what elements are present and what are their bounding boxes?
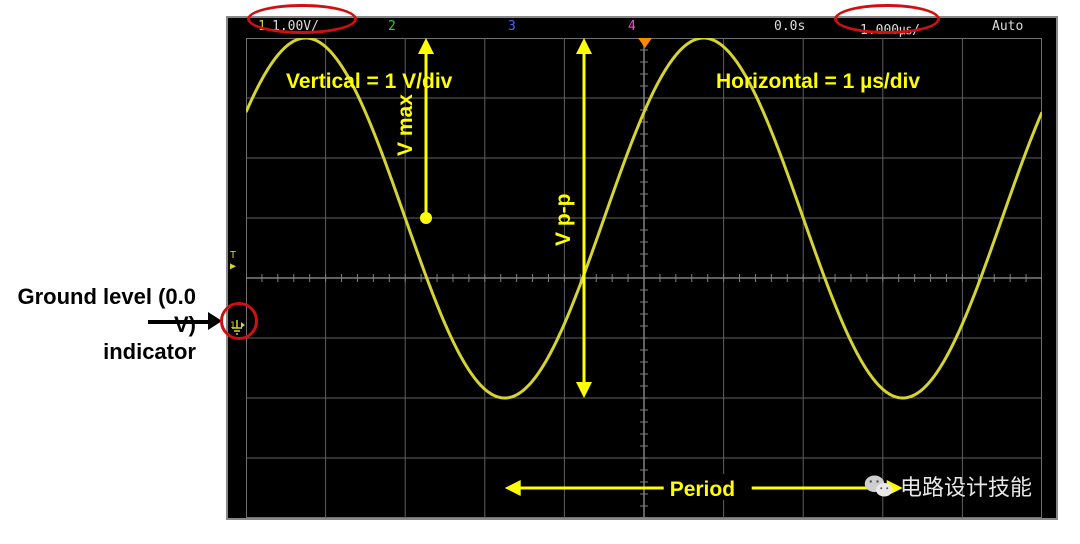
ground-label-arrow [148, 320, 208, 324]
svg-text:Period: Period [670, 478, 735, 501]
ground-level-label: Ground level (0.0 V) indicator [0, 283, 196, 366]
status-mode: Auto [992, 19, 1023, 34]
trigger-time-indicator [638, 38, 652, 48]
oscilloscope-frame: 1 1.00V/ 2 3 4 0.0s 1.000㎲/ Auto Vertica… [226, 16, 1058, 520]
status-ch1-num: 1 [258, 19, 266, 34]
status-ch4-num: 4 [628, 19, 636, 34]
svg-text:V p-p: V p-p [552, 194, 575, 247]
status-time-pos: 0.0s [774, 19, 805, 34]
wechat-icon [864, 473, 894, 499]
status-ch1-val: 1.00V/ [272, 19, 319, 34]
ground-indicator-icon: 1 [228, 318, 246, 338]
svg-text:1: 1 [230, 321, 235, 331]
watermark-text: 电路设计技能 [900, 470, 1032, 502]
status-ch2-num: 2 [388, 19, 396, 34]
watermark: 电路设计技能 [864, 470, 1032, 502]
trigger-level-indicator: T▶ [230, 250, 236, 272]
status-bar: 1 1.00V/ 2 3 4 0.0s 1.000㎲/ Auto [228, 18, 1056, 38]
ground-label-line1: Ground level (0.0 V) [0, 283, 196, 338]
ground-label-line2: indicator [0, 338, 196, 366]
svg-text:V max: V max [394, 94, 417, 156]
svg-text:Vertical = 1 V/div: Vertical = 1 V/div [286, 70, 453, 93]
status-timebase: 1.000㎲/ [860, 19, 920, 38]
status-ch3-num: 3 [508, 19, 516, 34]
svg-text:Horizontal = 1 µs/div: Horizontal = 1 µs/div [716, 70, 920, 93]
scope-display: Vertical = 1 V/div Horizontal = 1 µs/div V… [246, 38, 1042, 518]
